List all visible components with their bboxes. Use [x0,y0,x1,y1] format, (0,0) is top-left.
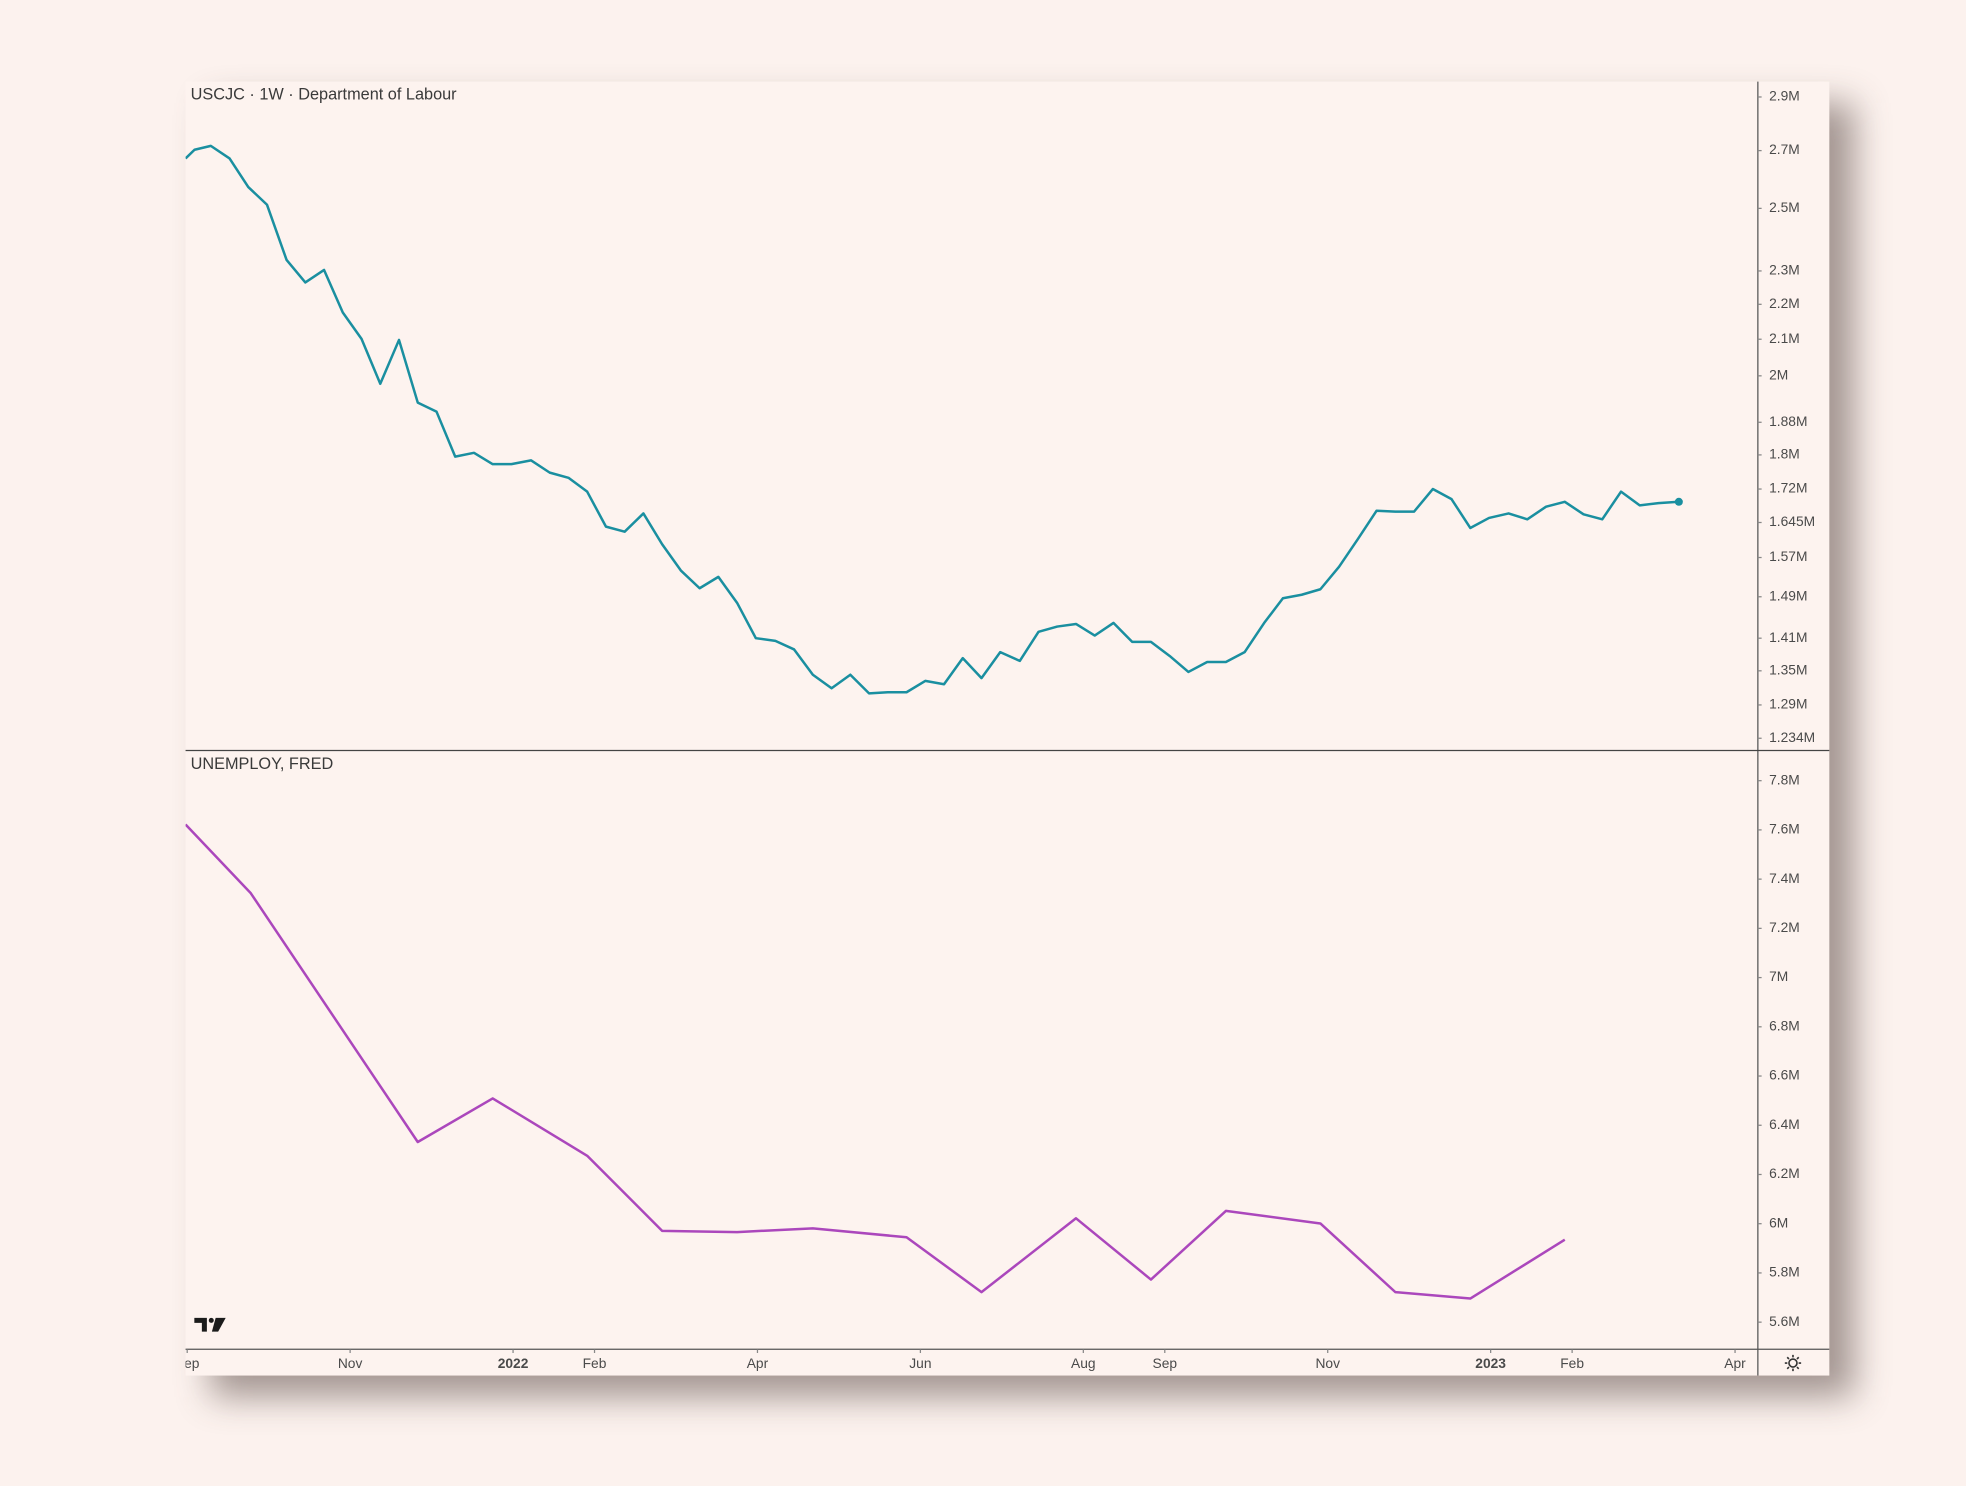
x-tick-label: Aug [1071,1356,1096,1371]
x-tick-label: Apr [747,1356,769,1371]
y-tick-label: 5.8M [1769,1265,1800,1280]
tv-logo [194,1317,226,1332]
series-line [185,144,1679,695]
y-tick-label: 1.35M [1769,662,1807,677]
y-tick-label: 6M [1769,1215,1788,1230]
settings-icon[interactable] [1784,1354,1802,1372]
y-tick-label: 7.4M [1769,871,1800,886]
y-tick-label: 2.2M [1769,296,1800,311]
x-tick-label: Apr [1724,1356,1746,1371]
x-tick-label: 2023 [1475,1356,1506,1371]
y-tick-label: 2.7M [1769,142,1800,157]
y-tick-label: 5.6M [1769,1314,1800,1329]
y-tick-label: 7.8M [1769,772,1800,787]
y-tick-label: 7.6M [1769,822,1800,837]
y-tick-label: 6.2M [1769,1166,1800,1181]
y-tick-label: 6.4M [1769,1117,1800,1132]
y-tick-label: 6.8M [1769,1018,1800,1033]
plot-area [185,144,1683,695]
x-tick-label: Feb [583,1356,607,1371]
y-tick-label: 1.8M [1769,447,1800,462]
y-tick-label: 2.9M [1769,89,1800,104]
last-value-marker [1674,497,1683,506]
y-tick-label: 2.3M [1769,263,1800,278]
pane-title: UNEMPLOY, FRED [191,755,334,773]
x-tick-label: Feb [1560,1356,1584,1371]
x-tick-label: Sep [175,1356,200,1371]
x-tick-label: 2022 [498,1356,529,1371]
y-tick-label: 7.2M [1769,920,1800,935]
y-tick-label: 1.234M [1769,730,1815,745]
y-tick-label: 2.5M [1769,200,1800,215]
y-tick-label: 7M [1769,969,1788,984]
y-tick-label: 1.41M [1769,630,1807,645]
time-axis: Sep Nov 2022 Feb Apr Jun Aug Sep Nov 2023 Feb Apr [175,1349,1746,1371]
series-line [185,823,1566,1300]
pane-title: USCJC · 1W · Department of Labour [191,86,458,104]
x-tick-label: Jun [909,1356,931,1371]
y-tick-label: 1.72M [1769,481,1807,496]
x-tick-label: Nov [338,1356,363,1371]
plot-area [185,823,1566,1300]
y-tick-label: 1.88M [1769,414,1807,429]
x-tick-label: Nov [1315,1356,1340,1371]
y-tick-label: 1.645M [1769,514,1815,529]
x-tick-label: Sep [1153,1356,1178,1371]
y-tick-label: 6.6M [1769,1068,1800,1083]
y-tick-label: 1.29M [1769,697,1807,712]
y-tick-label: 1.57M [1769,549,1807,564]
y-tick-label: 2.1M [1769,331,1800,346]
y-tick-label: 1.49M [1769,588,1807,603]
y-tick-label: 2M [1769,367,1788,382]
card [185,81,1830,1376]
